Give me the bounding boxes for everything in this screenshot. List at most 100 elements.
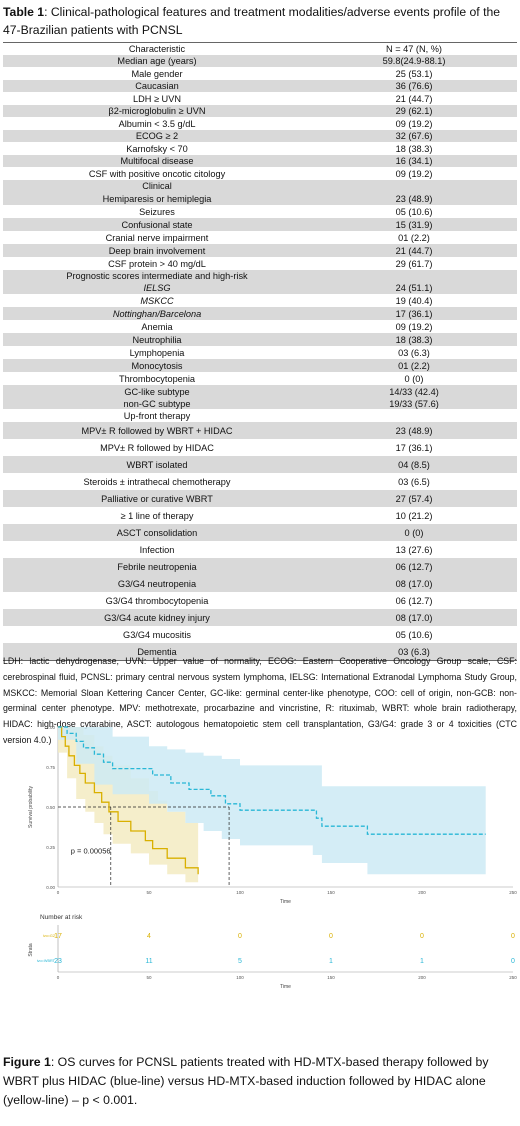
row-value: 05 (10.6): [395, 629, 433, 640]
row-characteristic: Nottinghan/Barcelona: [112, 308, 202, 319]
table-row: Anemia 09 (19.2): [3, 320, 517, 333]
table-row: Palliative or curative WBRT 27 (57.4): [3, 490, 517, 507]
table-row: Febrile neutropenia 06 (12.7): [3, 558, 517, 575]
header-characteristic: Characteristic: [128, 44, 186, 54]
p-value-annotation: p = 0.00056: [71, 846, 111, 855]
row-characteristic: Neutrophilia: [132, 334, 182, 345]
row-value: 08 (17.0): [395, 578, 433, 589]
row-value: 06 (12.7): [395, 595, 433, 606]
row-value: 15 (31.9): [395, 219, 433, 230]
table-label: Table 1: [3, 5, 45, 19]
row-value: 23 (48.9): [395, 425, 433, 436]
table-row: Thrombocytopenia 0 (0): [3, 372, 517, 385]
table-row: GC-like subtype 14/33 (42.4): [3, 385, 517, 398]
row-value: 03 (6.5): [398, 476, 430, 487]
row-characteristic: GC-like subtype: [124, 386, 190, 397]
blue-survival-curve: [58, 726, 486, 835]
table-row: Steroids ± intrathecal chemotherapy 03 (6…: [3, 473, 517, 490]
table-title: Table 1: Clinical-pathological features …: [3, 3, 517, 39]
x-tick-label: 100: [236, 890, 244, 895]
row-characteristic: Clinical: [142, 181, 172, 191]
row-characteristic: Dementia: [137, 646, 177, 657]
x-tick-label: 150: [327, 890, 335, 895]
risk-table-strata-label: Strata: [28, 943, 34, 957]
table-row: IELSG 24 (51.1): [3, 281, 517, 294]
table-row: G3/G4 thrombocytopenia 06 (12.7): [3, 592, 517, 609]
row-characteristic: Confusional state: [121, 219, 193, 230]
row-value: 21 (44.7): [395, 93, 433, 104]
row-characteristic: WBRT isolated: [126, 459, 188, 470]
row-characteristic: Multifocal disease: [120, 156, 194, 166]
table-header-row: Characteristic N = 47 (N, %): [3, 42, 517, 55]
row-characteristic: Prognostic scores intermediate and high-…: [66, 270, 248, 281]
row-value: 29 (61.7): [395, 258, 433, 269]
row-characteristic: Seizures: [139, 206, 175, 217]
row-value: 03 (6.3): [398, 347, 430, 358]
row-value: 29 (62.1): [395, 106, 433, 116]
table-row: Confusional state 15 (31.9): [3, 218, 517, 231]
row-characteristic: Thrombocytopenia: [118, 373, 196, 384]
row-value: 08 (17.0): [395, 612, 433, 623]
row-characteristic: Infection: [139, 544, 175, 555]
blue-confidence-band: [58, 727, 486, 875]
row-characteristic: ASCT consolidation: [116, 527, 198, 538]
row-value: 14/33 (42.4): [389, 386, 439, 397]
row-characteristic: Up-front therapy: [123, 410, 191, 421]
row-characteristic: Karnofsky < 70: [126, 143, 188, 154]
row-value: 04 (8.5): [398, 459, 430, 470]
row-characteristic: G3/G4 thrombocytopenia: [105, 595, 209, 606]
row-value: 36 (76.6): [395, 81, 433, 91]
risk-table-row-label: ivo=G2: [43, 934, 55, 938]
row-characteristic: CSF protein > 40 mg/dL: [108, 258, 206, 269]
row-value: 05 (10.6): [395, 206, 433, 217]
y-tick-label: 0.25: [46, 845, 55, 850]
table-row: Nottinghan/Barcelona 17 (36.1): [3, 307, 517, 320]
row-value: 18 (38.3): [395, 143, 433, 154]
table-row: Dementia 03 (6.3): [3, 643, 517, 661]
table-row: non-GC subtype 19/33 (57.6): [3, 398, 517, 409]
row-value: 16 (34.1): [395, 156, 433, 166]
table-row: Deep brain involvement 21 (44.7): [3, 244, 517, 257]
yellow-confidence-band: [58, 727, 199, 886]
table-row: Multifocal disease 16 (34.1): [3, 155, 517, 167]
risk-table-x-tick: 200: [418, 975, 426, 980]
risk-table-x-label: Time: [280, 984, 291, 990]
y-tick-label: 1.00: [46, 725, 55, 730]
row-characteristic: G3/G4 mucositis: [123, 629, 191, 640]
table-row: WBRT isolated 04 (8.5): [3, 456, 517, 473]
row-characteristic: Steroids ± intrathecal chemotherapy: [83, 476, 231, 487]
row-characteristic: Anemia: [141, 321, 173, 332]
table-row: ≥ 1 line of therapy 10 (21.2): [3, 507, 517, 524]
row-value: 0 (0): [404, 527, 424, 538]
table-row: G3/G4 mucositis 05 (10.6): [3, 626, 517, 643]
km-chart: 0.000.250.500.751.000 50 100 150 200 250Survi…: [28, 725, 517, 990]
risk-table-row-label: ivo=WBRT: [37, 959, 56, 963]
table-row: Karnofsky < 70 18 (38.3): [3, 142, 517, 155]
x-tick-label: 0: [57, 890, 60, 895]
row-value: 23 (48.9): [395, 193, 433, 204]
row-value: 18 (38.3): [395, 334, 433, 345]
row-characteristic: Male gender: [131, 68, 183, 79]
row-characteristic: IELSG: [143, 282, 171, 293]
row-value: 59.8(24.9-88.1): [382, 56, 446, 66]
risk-table-title: Number at risk: [40, 914, 83, 921]
y-tick-label: 0.50: [46, 805, 55, 810]
risk-table-count: 5: [238, 958, 242, 965]
row-value: 09 (19.2): [395, 321, 433, 332]
table-row: Albumin < 3.5 g/dL 09 (19.2): [3, 117, 517, 130]
x-tick-label: 250: [509, 890, 517, 895]
risk-table-count: 0: [238, 933, 242, 940]
risk-table-x-tick: 150: [327, 975, 335, 980]
risk-table-x-tick: 250: [509, 975, 517, 980]
row-characteristic: Median age (years): [117, 56, 197, 66]
row-characteristic: Monocytosis: [131, 360, 183, 371]
table-row: Monocytosis 01 (2.2): [3, 359, 517, 372]
yellow-survival-curve: [58, 726, 199, 875]
table-row: Clinical: [3, 180, 517, 192]
risk-table-x-tick: 50: [146, 975, 152, 980]
row-value: 17 (36.1): [395, 308, 433, 319]
row-value: 24 (51.1): [395, 282, 433, 293]
table-row: Caucasian 36 (76.6): [3, 80, 517, 92]
row-value: 32 (67.6): [395, 131, 433, 141]
row-value: 0 (0): [404, 373, 424, 384]
